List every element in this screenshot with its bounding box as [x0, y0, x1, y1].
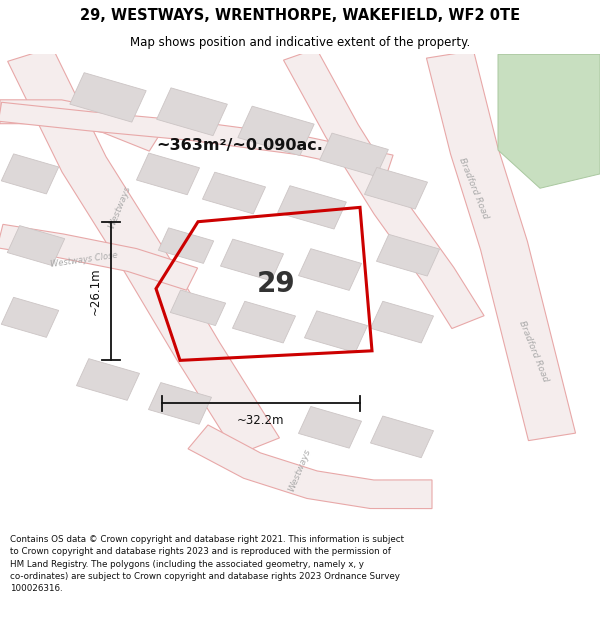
Text: Map shows position and indicative extent of the property.: Map shows position and indicative extent…: [130, 36, 470, 49]
Polygon shape: [498, 54, 600, 188]
Polygon shape: [157, 88, 227, 136]
Polygon shape: [284, 49, 484, 329]
Text: ~363m²/~0.090ac.: ~363m²/~0.090ac.: [156, 138, 323, 152]
Text: ~26.1m: ~26.1m: [89, 268, 102, 315]
Polygon shape: [158, 228, 214, 263]
Text: ~32.2m: ~32.2m: [237, 414, 285, 427]
Polygon shape: [304, 311, 368, 352]
Polygon shape: [298, 406, 362, 448]
Polygon shape: [136, 153, 200, 195]
Text: Westways: Westways: [287, 448, 313, 493]
Text: Westways Close: Westways Close: [50, 251, 118, 269]
Text: 29, WESTWAYS, WRENTHORPE, WAKEFIELD, WF2 0TE: 29, WESTWAYS, WRENTHORPE, WAKEFIELD, WF2…: [80, 8, 520, 22]
Polygon shape: [148, 382, 212, 424]
Polygon shape: [1, 298, 59, 338]
Text: 29: 29: [257, 270, 295, 298]
Polygon shape: [320, 133, 388, 176]
Polygon shape: [0, 100, 163, 151]
Polygon shape: [427, 51, 575, 441]
Polygon shape: [7, 226, 65, 266]
Polygon shape: [8, 48, 280, 455]
Polygon shape: [220, 239, 284, 281]
Text: Contains OS data © Crown copyright and database right 2021. This information is : Contains OS data © Crown copyright and d…: [10, 535, 404, 593]
Polygon shape: [70, 72, 146, 122]
Polygon shape: [170, 290, 226, 326]
Polygon shape: [1, 154, 59, 194]
Text: Bradford Road: Bradford Road: [518, 319, 550, 382]
Polygon shape: [364, 168, 428, 209]
Polygon shape: [278, 186, 346, 229]
Polygon shape: [238, 106, 314, 156]
Polygon shape: [0, 102, 393, 174]
Polygon shape: [232, 301, 296, 343]
Polygon shape: [376, 234, 440, 276]
Text: Westways: Westways: [107, 184, 133, 230]
Polygon shape: [298, 249, 362, 291]
Polygon shape: [188, 425, 432, 509]
Polygon shape: [370, 416, 434, 457]
Polygon shape: [0, 224, 197, 290]
Polygon shape: [76, 359, 140, 401]
Polygon shape: [370, 301, 434, 343]
Text: Bradford Road: Bradford Road: [458, 156, 490, 220]
Polygon shape: [202, 173, 266, 214]
